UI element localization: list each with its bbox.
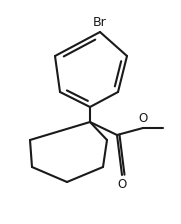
Text: O: O [138,112,148,125]
Text: O: O [117,178,127,191]
Text: Br: Br [93,16,107,29]
